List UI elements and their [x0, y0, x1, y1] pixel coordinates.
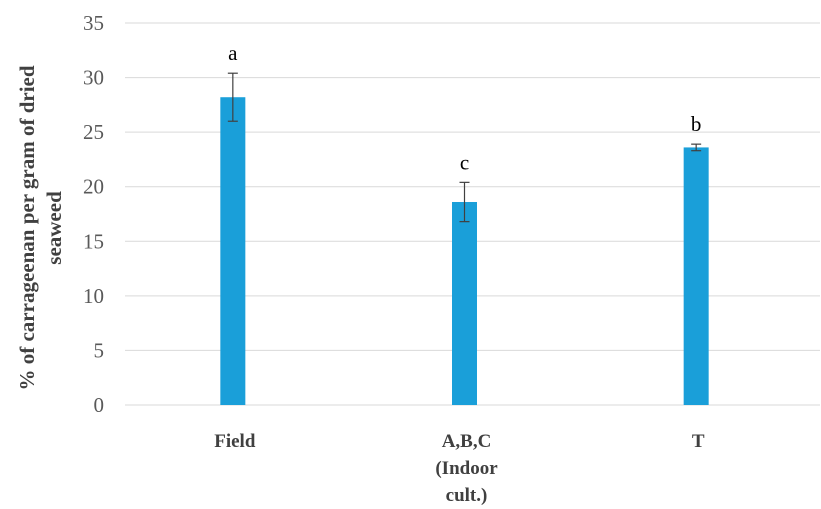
category-label: Field: [214, 431, 256, 452]
category-label: A,B,C (Indoor cult.): [435, 431, 498, 506]
y-tick-label: 25: [83, 120, 104, 144]
error-bar: [459, 181, 470, 223]
bar: [683, 147, 709, 405]
y-tick-label: 35: [83, 11, 104, 35]
significance-label: b: [691, 112, 702, 136]
category-label: T: [692, 431, 705, 452]
significance-labels: a c b: [228, 41, 701, 174]
category-labels: Field A,B,C (Indoor cult.) T: [214, 431, 705, 506]
y-tick-label: 0: [94, 393, 105, 417]
bars: [220, 97, 709, 406]
significance-label: c: [460, 150, 469, 174]
error-bars: [227, 72, 702, 223]
error-bar: [691, 143, 702, 152]
y-axis-title-text: % of carrageenan per gram of dried seawee…: [15, 65, 66, 390]
y-tick-label: 10: [83, 284, 104, 308]
bar: [452, 201, 477, 405]
y-tick-label: 20: [83, 175, 104, 199]
y-tick-label: 15: [83, 229, 104, 253]
significance-label: a: [228, 41, 238, 65]
y-tick-label: 30: [83, 66, 104, 90]
error-bar: [227, 72, 238, 122]
y-tick-label: 5: [94, 338, 105, 362]
y-axis-title: % of carrageenan per gram of dried seawee…: [15, 65, 66, 390]
bar: [220, 97, 246, 406]
y-tick-labels: 0 5 10 15 20 25 30 35: [83, 11, 104, 417]
